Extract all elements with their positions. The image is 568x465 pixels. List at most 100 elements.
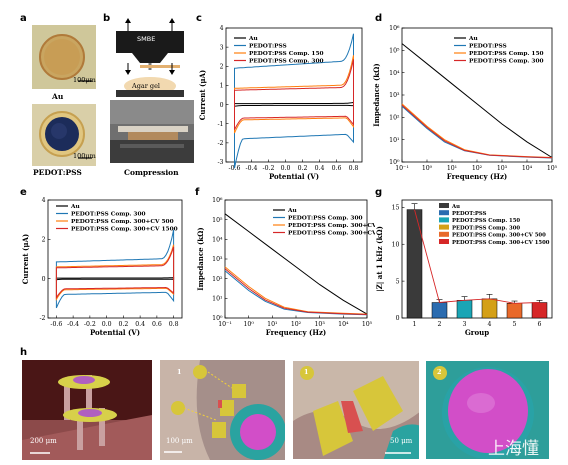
y-axis-label: Impedance (kΩ)	[196, 227, 205, 290]
impedance-curve-pedot-pss	[401, 105, 553, 159]
cv-curve-pedot-pss-comp-150	[234, 55, 354, 134]
panel-label-g: g	[375, 187, 383, 198]
marker-1-b: 1	[304, 368, 309, 376]
y-axis-label: Current (μA)	[21, 234, 30, 284]
x-tick-label: 4	[488, 321, 492, 328]
x-tick-label: 10⁵	[362, 321, 373, 328]
legend-entry: PEDOT:PSS Comp. 300+CV 1500	[71, 227, 178, 233]
legend-entry: PEDOT:PSS Comp. 300	[288, 216, 363, 222]
cv-curve-pedot-pss-comp-300	[234, 59, 354, 130]
y-tick-label: -2	[217, 140, 223, 147]
panel-label-h: h	[20, 347, 28, 358]
plot-frame	[401, 199, 553, 319]
x-tick-label: -0.2	[263, 165, 275, 172]
plot-frame	[47, 199, 183, 319]
x-tick-label: 0.2	[298, 165, 308, 172]
y-tick-label: 0	[42, 276, 46, 283]
legend-entry: PEDOT:PSS Comp. 300+CV 500	[71, 219, 174, 225]
y-tick-label: 10²	[389, 115, 400, 122]
impedance-curve-pedot-pss-comp-300	[401, 104, 553, 159]
scale-label-200: 200 μm	[30, 437, 57, 445]
y-tick-label: 10⁴	[389, 70, 400, 77]
scale-bar-label-pedot: 100μm	[73, 152, 96, 160]
y-tick-label: 2	[42, 237, 46, 244]
x-tick-label: 2	[438, 321, 442, 328]
y-tick-label: 3	[220, 44, 224, 51]
caption-pedot: PEDOT:PSS	[33, 168, 82, 177]
panel-label-e: e	[20, 187, 27, 198]
impedance-curve-pedot-pss-comp-150	[401, 103, 553, 158]
panel-label-f: f	[195, 187, 200, 198]
chart-impedance-after-cycling: 10⁻¹ 10⁰ 10¹ 10² 10³ 10⁴ 10⁵10⁰10¹10²10³10⁴10⁵…	[196, 197, 375, 337]
y-axis-label: |Z| at 1 kHz (kΩ)	[375, 226, 384, 292]
caption-compression: Compression	[124, 168, 179, 177]
x-tick-label: -0.2	[84, 321, 96, 328]
x-tick-label: 0.4	[315, 165, 325, 172]
cv-curve-au	[55, 277, 175, 281]
legend-entry: PEDOT:PSS Comp. 300+CV 1500	[452, 240, 550, 246]
y-tick-label: 4	[220, 25, 224, 32]
y-tick-label: 10⁴	[212, 237, 223, 244]
y-tick-label: 10⁰	[389, 159, 400, 166]
y-tick-label: -3	[217, 159, 223, 166]
scale-label-50: 50 μm	[390, 437, 413, 445]
y-tick-label: 10⁶	[212, 197, 223, 204]
legend-entry: PEDOT:PSS Comp. 150	[452, 218, 520, 224]
bar-group-2	[431, 302, 448, 319]
legend-swatch	[439, 210, 449, 216]
x-tick-label: 0.2	[118, 321, 128, 328]
sem-image-zoom-1	[292, 360, 420, 460]
trend-line	[414, 209, 540, 304]
x-tick-label: 0.4	[135, 321, 145, 328]
impedance-curve-pedot-pss-comp-300-cv-1500	[224, 268, 368, 315]
impedance-curve-pedot-pss-comp-300-cv-500	[224, 266, 368, 315]
x-tick-label: 0.6	[332, 165, 342, 172]
au-electrode-micrograph	[32, 25, 96, 89]
x-tick-label: 10³	[497, 165, 508, 172]
sem-image-array	[22, 360, 152, 460]
legend-entry: PEDOT:PSS Comp. 300	[452, 225, 520, 231]
x-tick-label: 3	[463, 321, 467, 328]
x-tick-label: 10¹	[447, 165, 457, 172]
legend-entry: PEDOT:PSS	[469, 44, 507, 50]
x-tick-label: -0.4	[67, 321, 79, 328]
bar-group-3	[456, 300, 473, 319]
x-axis-label: Potential (V)	[269, 172, 319, 181]
x-tick-label: 10⁻¹	[218, 321, 232, 328]
y-tick-label: 2	[220, 63, 224, 70]
smbe-label: SMBE	[137, 35, 156, 43]
y-tick-label: 10	[392, 241, 400, 248]
y-tick-label: 10³	[389, 92, 400, 99]
y-tick-label: 10³	[212, 256, 223, 263]
legend-entry: Au	[248, 36, 258, 42]
panel-label-d: d	[375, 13, 383, 24]
x-tick-label: 10⁴	[522, 165, 533, 172]
legend-entry: Au	[451, 204, 460, 210]
x-tick-label: 10²	[291, 321, 302, 328]
x-tick-label: 5	[513, 321, 517, 328]
chart-impedance-compression: 10⁻¹ 10⁰ 10¹ 10² 10³ 10⁴ 10⁵10⁰10¹10²10³10⁴10⁵…	[372, 25, 558, 181]
bar-group-1	[406, 209, 423, 319]
x-axis-label: Frequency (Hz)	[447, 172, 508, 181]
legend-entry: PEDOT:PSS Comp. 300+CV 500	[288, 223, 375, 229]
impedance-curve-au	[401, 43, 553, 158]
panel-label-c: c	[196, 13, 202, 24]
y-tick-label: 10⁵	[212, 217, 223, 224]
x-axis-label: Group	[465, 328, 489, 337]
legend-entry: Au	[287, 208, 297, 214]
legend-swatch	[439, 217, 449, 223]
sem-image-zoom-2	[425, 360, 550, 460]
x-tick-label: 10⁰	[422, 165, 433, 172]
compression-schematic	[110, 18, 194, 98]
impedance-curve-au	[224, 213, 368, 315]
legend-entry: PEDOT:PSS Comp. 300	[249, 59, 324, 65]
y-tick-label: -2	[39, 315, 45, 322]
legend-swatch	[439, 203, 449, 208]
x-tick-label: 10¹	[267, 321, 277, 328]
agar-gel-label: Agar gel	[132, 82, 160, 90]
y-tick-label: 5	[396, 278, 400, 285]
y-axis-label: Impedance (kΩ)	[372, 63, 381, 126]
y-tick-label: 4	[42, 197, 46, 204]
y-tick-label: 15	[392, 205, 400, 212]
y-tick-label: 10⁶	[389, 25, 400, 32]
